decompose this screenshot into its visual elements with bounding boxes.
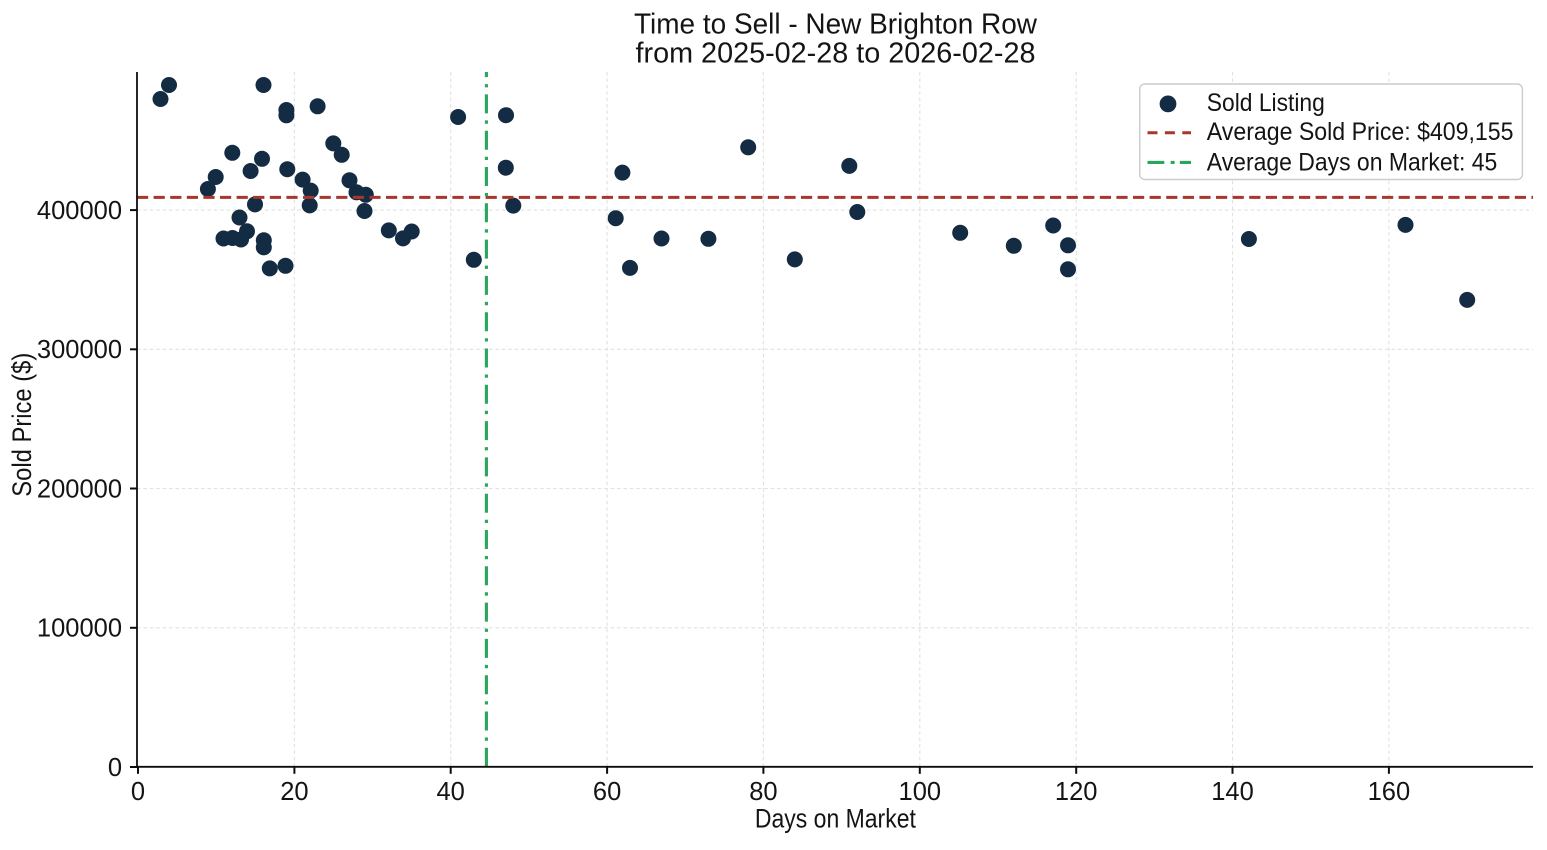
svg-text:100: 100 bbox=[899, 778, 942, 806]
svg-text:160: 160 bbox=[1368, 778, 1411, 806]
svg-text:400000: 400000 bbox=[37, 197, 122, 225]
svg-text:300000: 300000 bbox=[37, 336, 122, 364]
svg-text:Time to Sell - New Brighton Ro: Time to Sell - New Brighton Row bbox=[634, 9, 1037, 41]
svg-text:20: 20 bbox=[280, 778, 308, 806]
svg-text:Average Days on Market: 45: Average Days on Market: 45 bbox=[1207, 149, 1498, 177]
svg-text:Sold Listing: Sold Listing bbox=[1207, 89, 1325, 117]
svg-text:0: 0 bbox=[108, 754, 122, 782]
svg-text:120: 120 bbox=[1055, 778, 1098, 806]
svg-text:from 2025-02-28 to 2026-02-28: from 2025-02-28 to 2026-02-28 bbox=[636, 37, 1036, 69]
svg-text:80: 80 bbox=[749, 778, 777, 806]
svg-text:Average Sold Price: $409,155: Average Sold Price: $409,155 bbox=[1207, 118, 1514, 146]
svg-text:100000: 100000 bbox=[37, 615, 122, 643]
svg-text:200000: 200000 bbox=[37, 475, 122, 503]
svg-text:140: 140 bbox=[1211, 778, 1254, 806]
svg-text:Days on Market: Days on Market bbox=[755, 804, 917, 834]
svg-text:Sold Price ($): Sold Price ($) bbox=[7, 353, 37, 497]
svg-text:40: 40 bbox=[437, 778, 465, 806]
svg-text:60: 60 bbox=[593, 778, 621, 806]
svg-text:0: 0 bbox=[131, 778, 145, 806]
